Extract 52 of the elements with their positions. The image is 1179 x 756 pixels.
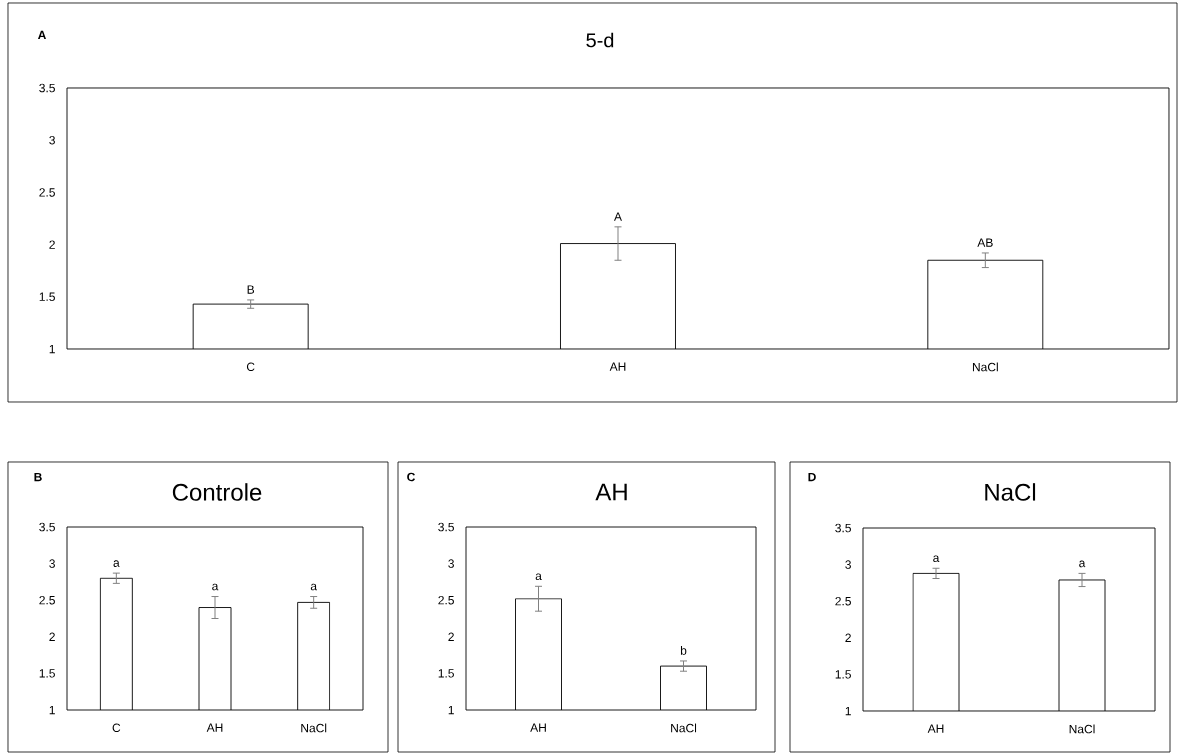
y-tick-label: 2.5 [438, 595, 454, 605]
x-tick-label: NaCl [301, 723, 327, 733]
chart-title: 5-d [586, 32, 614, 48]
x-tick-label: AH [530, 723, 546, 732]
y-tick-label: 3 [49, 559, 55, 568]
annotation: b [680, 645, 687, 655]
chart-title: NaCl [985, 483, 1036, 501]
y-tick-label: 2.5 [835, 596, 851, 606]
y-tick-label: 3.5 [39, 522, 55, 532]
y-tick-label: 3 [845, 560, 851, 569]
y-tick-label: 3 [49, 135, 55, 145]
y-tick-label: 3.5 [438, 522, 454, 532]
y-tick-label: 1.5 [835, 670, 851, 679]
y-tick-label: 1.5 [39, 669, 55, 678]
x-tick-label: C [112, 723, 121, 733]
y-tick-label: 1.5 [438, 669, 454, 678]
y-tick-label: 3 [448, 559, 454, 568]
x-tick-label: AH [927, 724, 944, 733]
y-tick-label: 2 [49, 240, 55, 249]
y-tick-label: 2 [845, 633, 851, 642]
x-tick-label: AH [206, 723, 223, 732]
annotation: B [247, 285, 255, 294]
text: A [37, 30, 47, 40]
x-tick-label: NaCl [1069, 724, 1095, 734]
text: D [808, 472, 816, 482]
y-tick-label: 1 [845, 706, 851, 716]
annotation: AB [977, 238, 993, 247]
text: B [34, 472, 42, 482]
annotation: a [535, 573, 542, 581]
annotation: A [614, 212, 622, 221]
annotation: a [113, 560, 120, 567]
y-tick-label: 2 [49, 632, 55, 641]
chart-title: Controle [172, 483, 262, 501]
y-tick-label: 3.5 [39, 83, 55, 93]
y-tick-label: 2 [448, 632, 454, 641]
x-tick-label: NaCl [972, 362, 998, 372]
y-tick-label: 1 [49, 705, 55, 715]
text: C [407, 472, 416, 482]
annotation: a [1079, 560, 1086, 568]
chart-title: AH [595, 483, 627, 501]
annotation: a [310, 583, 317, 591]
y-tick-label: 2.5 [39, 188, 55, 197]
y-tick-label: 1 [448, 705, 454, 715]
y-tick-label: 1.5 [39, 292, 55, 301]
y-tick-label: 2.5 [39, 595, 55, 605]
x-tick-label: AH [609, 362, 626, 371]
annotation: a [933, 555, 940, 563]
y-tick-label: 3.5 [835, 523, 851, 533]
x-tick-label: NaCl [671, 723, 697, 733]
y-tick-label: 1 [49, 344, 55, 354]
x-tick-label: C [246, 362, 255, 372]
annotation: a [212, 583, 219, 591]
